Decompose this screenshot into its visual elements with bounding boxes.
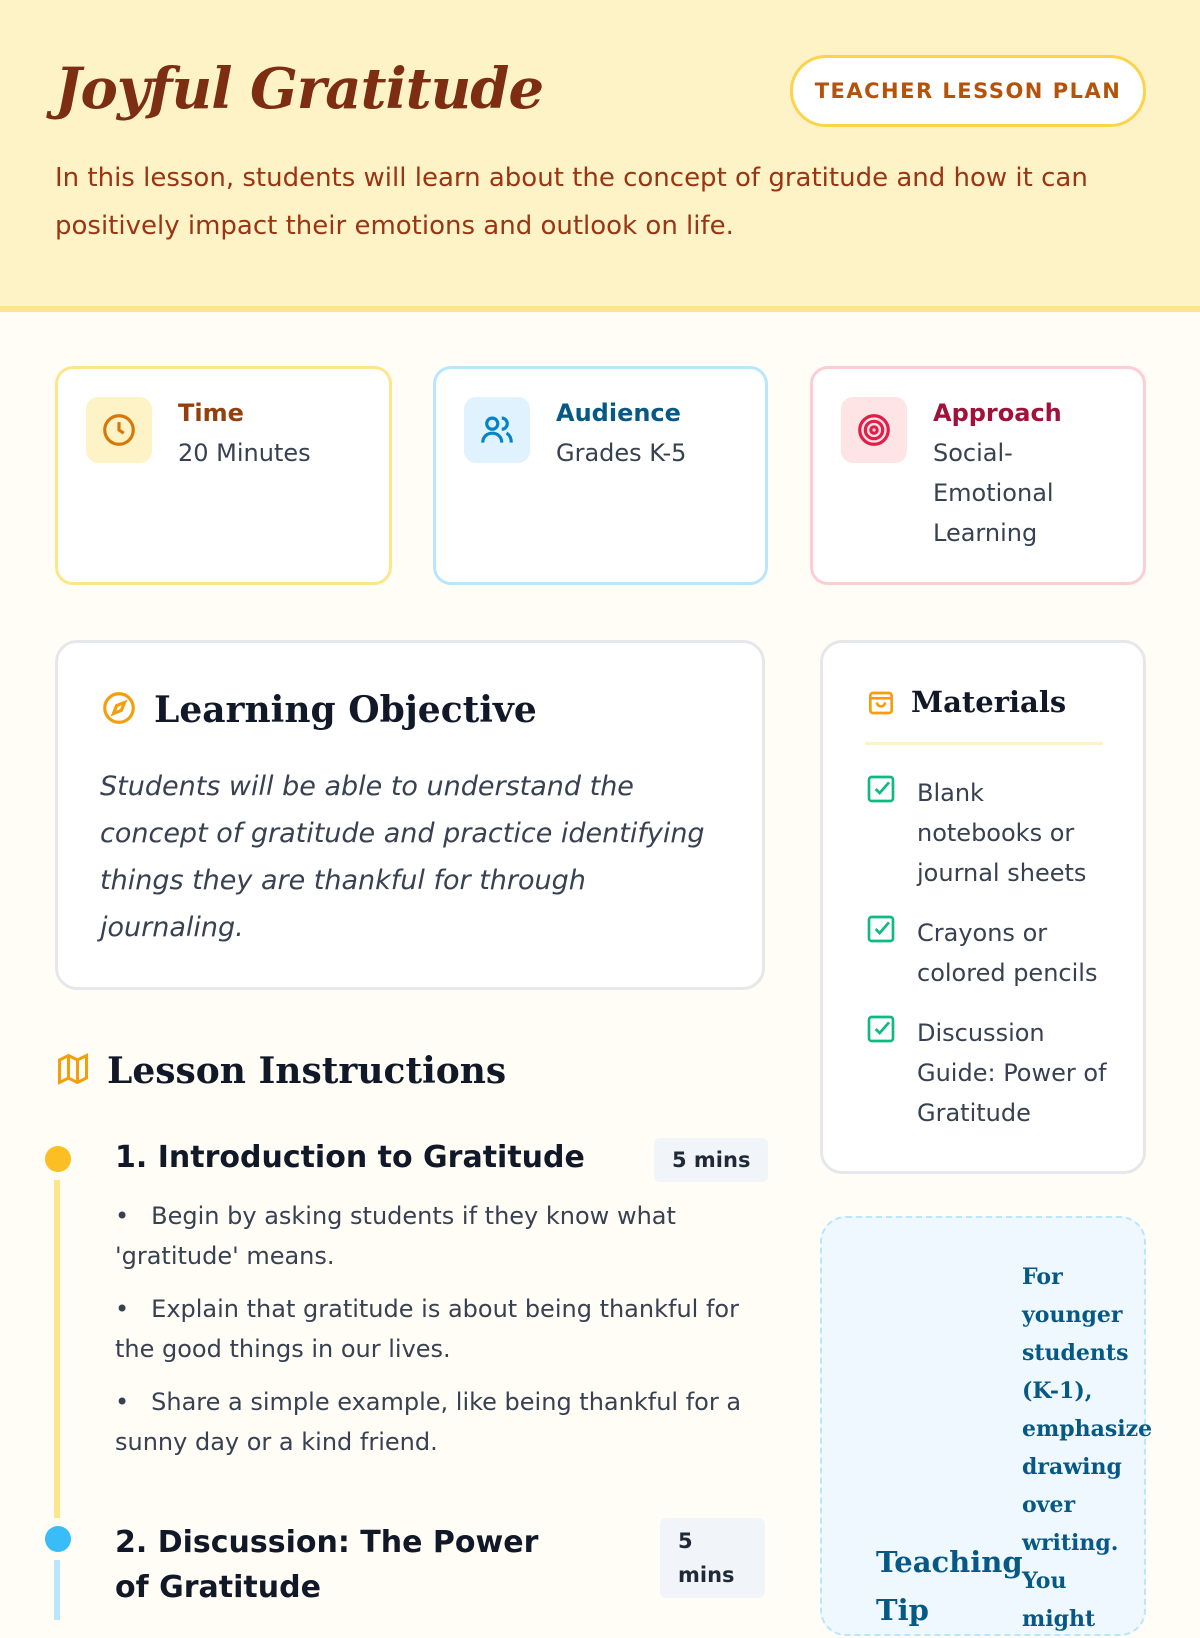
learning-objective-card: Learning Objective Students will be able… [55,640,765,990]
lesson-plan-badge: TEACHER LESSON PLAN [790,55,1146,127]
checkbox-icon [867,915,895,943]
checkbox-icon [867,775,895,803]
timeline-line [54,1560,60,1620]
materials-card: Materials Blank notebooks or journal she… [820,640,1146,1174]
step-duration: 5 mins [660,1518,765,1598]
bullet: Share a simple example, like being thank… [115,1382,745,1462]
objective-text: Students will be able to understand the … [100,771,705,943]
tip-title: Teaching Tip [876,1545,1023,1627]
time-label: Time [178,399,244,427]
time-card: Time 20 Minutes [55,366,392,585]
approach-card: Approach Social-Emotional Learning [810,366,1146,585]
objective-title: Learning Objective [154,689,537,731]
material-item: Blank notebooks or journal sheets [865,773,1107,893]
checkbox-icon [867,1015,895,1043]
bullet: Explain that gratitude is about being th… [115,1289,745,1369]
tip-text: For younger students (K-1), emphasize dr… [1022,1264,1153,1632]
timeline-line [54,1180,60,1518]
intro-text: In this lesson, students will learn abou… [55,163,1088,241]
teaching-tip-card: Teaching Tip For younger students (K-1),… [820,1216,1153,1636]
page-title: Joyful Gratitude [55,56,544,122]
map-icon [55,1051,91,1091]
material-item: Crayons or colored pencils [865,913,1107,993]
audience-card: Audience Grades K-5 [433,366,768,585]
time-value: 20 Minutes [178,439,311,467]
step-dot [45,1526,71,1552]
step-title: 2. Discussion: The Power of Gratitude [115,1525,539,1605]
instructions-heading: Lesson Instructions [55,1050,506,1092]
approach-label: Approach [933,399,1062,427]
shopping-bag-icon [865,685,897,721]
material-label: Crayons or colored pencils [917,919,1098,987]
material-item: Discussion Guide: Power of Gratitude [865,1013,1107,1133]
material-label: Blank notebooks or journal sheets [917,779,1087,887]
step-bullets: Begin by asking students if they know wh… [115,1196,745,1475]
step-dot [45,1146,71,1172]
compass-icon [100,689,138,731]
step-duration: 5 mins [654,1138,769,1182]
bullet: Begin by asking students if they know wh… [115,1196,745,1276]
clock-icon [86,397,152,463]
audience-value: Grades K-5 [556,439,687,467]
header: Joyful Gratitude TEACHER LESSON PLAN In … [0,0,1200,312]
step-title: 1. Introduction to Gratitude [115,1140,585,1175]
approach-value: Social-Emotional Learning [933,439,1054,547]
target-icon [841,397,907,463]
materials-title: Materials [911,685,1067,719]
material-label: Discussion Guide: Power of Gratitude [917,1019,1107,1127]
instructions-title: Lesson Instructions [107,1050,507,1092]
users-icon [464,397,530,463]
audience-label: Audience [556,399,681,427]
